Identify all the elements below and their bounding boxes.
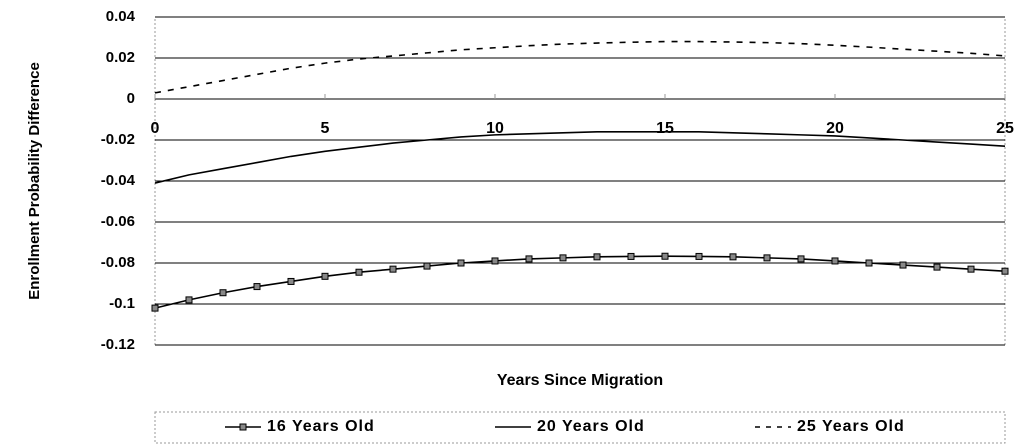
marker xyxy=(865,259,873,267)
y-tick-label: -0.06 xyxy=(101,213,135,230)
x-tick-label: 5 xyxy=(321,120,330,137)
series-line xyxy=(154,131,1006,184)
y-tick-label: -0.12 xyxy=(101,336,135,353)
marker xyxy=(151,304,159,312)
marker xyxy=(525,255,533,263)
marker xyxy=(933,263,941,271)
marker xyxy=(457,259,465,267)
marker xyxy=(355,268,363,276)
legend-label: 20 Years Old xyxy=(537,418,645,435)
y-axis-title: Enrollment Probability Difference xyxy=(26,62,43,300)
marker xyxy=(287,277,295,285)
marker xyxy=(1001,267,1009,275)
y-tick-label: 0.02 xyxy=(106,49,135,66)
marker xyxy=(321,272,329,280)
marker xyxy=(695,252,703,260)
series-line xyxy=(154,40,1006,94)
legend-box xyxy=(154,411,1006,444)
x-tick-label: 20 xyxy=(826,120,844,137)
y-tick-label: -0.04 xyxy=(101,172,136,189)
marker xyxy=(831,257,839,265)
y-tick-label: -0.08 xyxy=(101,254,135,271)
y-tick-label: 0 xyxy=(127,90,135,107)
marker xyxy=(559,254,567,262)
marker xyxy=(389,265,397,273)
marker xyxy=(627,252,635,260)
marker xyxy=(967,265,975,273)
marker xyxy=(729,253,737,261)
y-tick-label: -0.1 xyxy=(109,295,135,312)
x-tick-label: 25 xyxy=(996,120,1014,137)
marker xyxy=(661,252,669,260)
y-axis-title-line: Enrollment Probability Difference xyxy=(26,62,43,300)
y-tick-label: -0.02 xyxy=(101,131,135,148)
x-tick-label: 10 xyxy=(486,120,504,137)
marker xyxy=(763,254,771,262)
marker xyxy=(423,262,431,270)
x-tick-label: 15 xyxy=(656,120,674,137)
y-tick-label: 0.04 xyxy=(106,8,136,25)
x-tick-label: 0 xyxy=(151,120,160,137)
marker xyxy=(219,289,227,297)
x-axis-title: Years Since Migration xyxy=(497,372,663,389)
marker xyxy=(899,261,907,269)
legend-label: 25 Years Old xyxy=(797,418,905,435)
marker xyxy=(253,283,261,291)
marker xyxy=(491,257,499,265)
marker xyxy=(593,253,601,261)
legend-label: 16 Years Old xyxy=(267,418,375,435)
marker xyxy=(797,255,805,263)
series-line xyxy=(154,255,1006,309)
marker xyxy=(185,296,193,304)
legend-marker xyxy=(239,423,247,431)
